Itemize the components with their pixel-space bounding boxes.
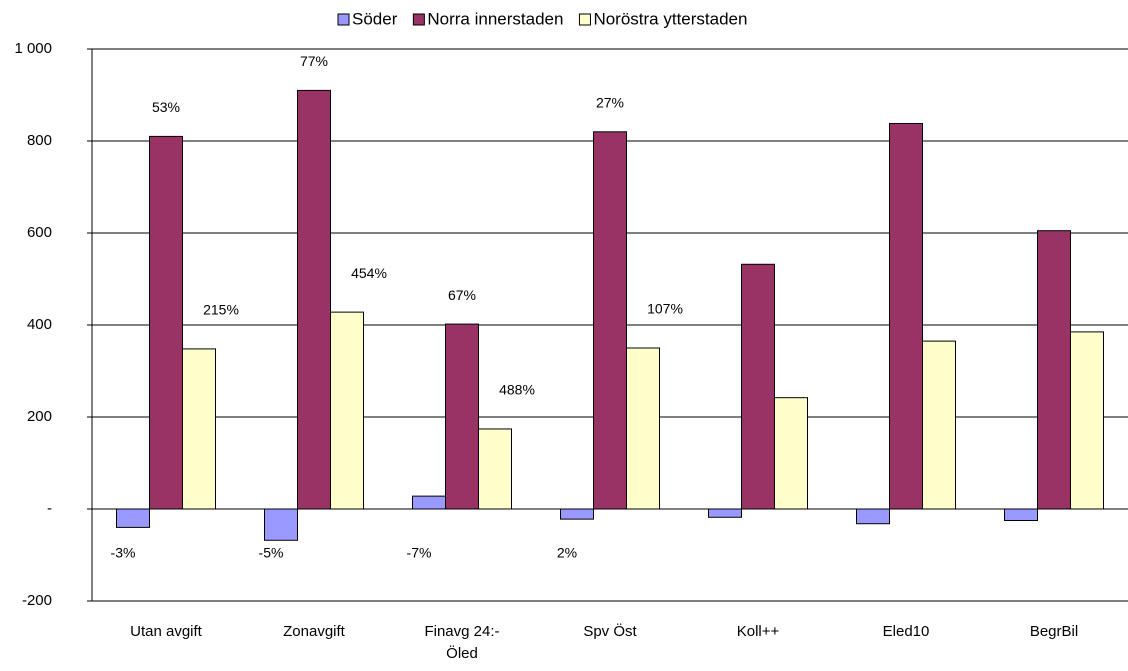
x-tick-label: Koll++ [737, 623, 780, 640]
legend-swatch [412, 13, 425, 26]
data-label: 27% [596, 95, 624, 111]
bar [149, 135, 183, 510]
y-tick-label: 200 [27, 408, 52, 425]
y-tick-label: -200 [22, 592, 52, 609]
bar [741, 263, 775, 510]
x-tick-label-line: Finavg 24:- [424, 623, 499, 640]
bar [297, 89, 331, 510]
bar [889, 123, 923, 510]
bar [774, 397, 808, 510]
bar [560, 508, 594, 520]
bar [1070, 331, 1104, 510]
bar [445, 323, 479, 510]
bar [708, 508, 742, 518]
bar [412, 495, 446, 510]
bar [478, 428, 512, 510]
data-label: 53% [152, 99, 180, 115]
bar [1004, 508, 1038, 521]
y-tick-label: 400 [27, 316, 52, 333]
bar [330, 311, 364, 510]
data-label: -5% [259, 545, 284, 561]
bar [626, 347, 660, 510]
bar [593, 131, 627, 510]
bar [182, 348, 216, 510]
x-tick-label: Utan avgift [130, 623, 203, 640]
legend-swatch [578, 13, 591, 26]
data-label: 107% [647, 301, 683, 317]
legend-label: Norra innerstaden [427, 9, 563, 28]
y-tick-label: 800 [27, 132, 52, 149]
bar [116, 508, 150, 528]
legend-swatch [337, 13, 350, 26]
y-tick-label: - [47, 500, 52, 517]
x-tick-label: Zonavgift [283, 623, 346, 640]
x-tick-label: Spv Öst [583, 622, 637, 640]
x-tick-label: Eled10 [883, 623, 930, 640]
data-label: 77% [300, 53, 328, 69]
data-label: 454% [351, 265, 387, 281]
legend-label: Söder [352, 9, 398, 28]
data-label: 488% [499, 382, 535, 398]
x-tick-label-line: Öled [446, 644, 478, 662]
data-label: 215% [203, 302, 239, 318]
data-label: -7% [407, 545, 432, 561]
bar [922, 340, 956, 510]
y-tick-label: 1 000 [14, 40, 52, 57]
x-tick-label: Finavg 24:- Öled [424, 623, 499, 662]
data-label: -3% [111, 545, 136, 561]
x-tick-label: BegrBil [1030, 623, 1078, 640]
data-label: 2% [557, 545, 577, 561]
bar [856, 508, 890, 525]
bar [1037, 230, 1071, 510]
data-label: 67% [448, 287, 476, 303]
y-tick-label: 600 [27, 224, 52, 241]
bar [264, 508, 298, 541]
legend-label: Noröstra ytterstaden [593, 9, 747, 28]
